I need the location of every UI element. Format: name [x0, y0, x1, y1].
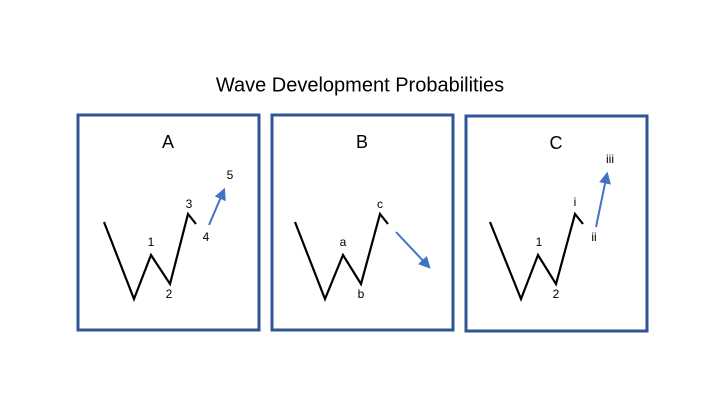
wave-line [102, 211, 197, 303]
wave-arrow [208, 187, 226, 226]
panel-frame [76, 113, 261, 332]
wave-label: 1 [536, 235, 543, 249]
panel-label: C [550, 133, 563, 153]
wave-label: i [574, 195, 577, 209]
wave-label: 2 [166, 287, 173, 301]
wave-line [293, 211, 389, 302]
wave-arrow [595, 171, 611, 228]
title: Wave Development Probabilities [216, 74, 504, 96]
wave-label: 3 [186, 197, 193, 211]
wave-label: 4 [203, 230, 210, 244]
wave-label: 2 [553, 287, 560, 301]
wave-label: 5 [227, 168, 234, 182]
panel-label: B [356, 132, 368, 152]
wave-arrow [395, 231, 431, 269]
panel-frame [270, 113, 455, 332]
wave-label: ii [591, 230, 596, 244]
wave-label: a [340, 235, 347, 249]
wave-label: 1 [148, 235, 155, 249]
panel-frame [464, 114, 649, 333]
wave-label: b [358, 287, 365, 301]
panel-label: A [162, 132, 174, 152]
wave-label: iii [606, 152, 614, 166]
wave-label: c [377, 197, 383, 211]
wave-line [488, 211, 584, 302]
